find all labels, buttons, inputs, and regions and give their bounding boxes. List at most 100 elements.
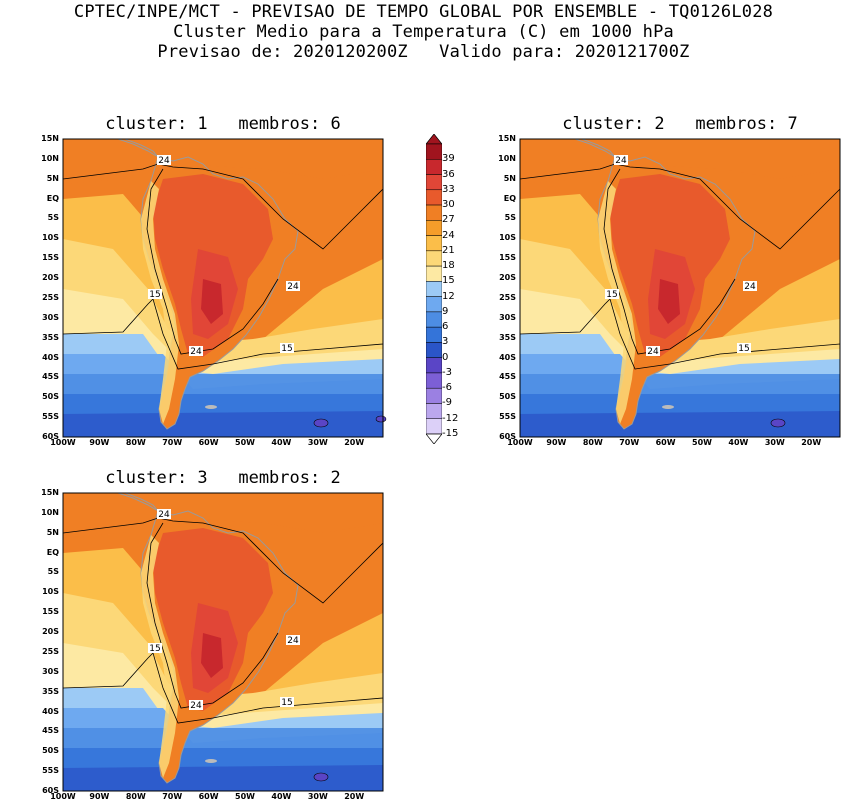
contour-label: 24 bbox=[158, 510, 170, 520]
lat-tick-label: 50S bbox=[42, 746, 59, 756]
lon-tick-label: 60W bbox=[655, 438, 676, 447]
lon-tick-label: 100W bbox=[50, 438, 76, 447]
lat-tick-label: 45S bbox=[42, 372, 59, 382]
lat-tick-label: 60S bbox=[499, 432, 516, 441]
temperature-map: 24 24 15 15 24 bbox=[62, 138, 387, 438]
contour-label: 24 bbox=[744, 282, 756, 292]
lon-tick-label: 90W bbox=[89, 792, 110, 801]
contour-label: 24 bbox=[615, 156, 627, 166]
lat-tick-label: 5S bbox=[47, 567, 59, 577]
colorbar-tick-label: 21 bbox=[442, 244, 455, 256]
lat-tick-label: 10N bbox=[41, 153, 59, 163]
temperature-colorbar: 39 36 33 30 27 24 21 18 15 12 9 6 3 0 -3 -6 -9 -12 -15 bbox=[425, 133, 496, 445]
lat-tick-label: 10N bbox=[498, 153, 516, 163]
lon-tick-label: 100W bbox=[507, 438, 533, 447]
contour-label: 15 bbox=[149, 290, 160, 300]
colorbar-tick-label: 36 bbox=[442, 168, 455, 180]
lon-tick-label: 30W bbox=[764, 438, 785, 447]
lon-tick-label: 50W bbox=[235, 438, 255, 447]
lat-tick-label: 15S bbox=[42, 253, 59, 263]
lat-tick-label: 15N bbox=[41, 134, 59, 143]
lat-tick-label: 15N bbox=[498, 134, 516, 143]
colorbar-tick-label: 24 bbox=[442, 229, 455, 241]
lat-tick-label: 35S bbox=[42, 686, 59, 696]
contour-label: 24 bbox=[287, 282, 299, 292]
lat-tick-label: 35S bbox=[499, 332, 516, 342]
lat-tick-label: EQ bbox=[503, 193, 516, 203]
lat-tick-label: 40S bbox=[42, 706, 59, 716]
colorbar-tick-label: 18 bbox=[442, 260, 455, 272]
lon-tick-label: 60W bbox=[198, 438, 219, 447]
colorbar-tick-label: -9 bbox=[442, 397, 452, 409]
lon-tick-label: 40W bbox=[271, 438, 292, 447]
colorbar-tick-label: -3 bbox=[442, 366, 452, 378]
lon-tick-label: 50W bbox=[692, 438, 712, 447]
colorbar-tick-label: 9 bbox=[442, 305, 449, 317]
lat-tick-label: 30S bbox=[42, 312, 59, 322]
lon-tick-label: 40W bbox=[271, 792, 292, 801]
lat-tick-label: 5S bbox=[504, 213, 516, 223]
lon-tick-label: 70W bbox=[162, 438, 183, 447]
lon-tick-label: 70W bbox=[162, 792, 183, 801]
lat-tick-label: 15S bbox=[42, 607, 59, 617]
lon-tick-label: 80W bbox=[125, 438, 146, 447]
lat-tick-label: 10S bbox=[499, 233, 516, 243]
lat-tick-label: 5N bbox=[46, 173, 59, 183]
lat-tick-label: 50S bbox=[42, 392, 59, 402]
lon-tick-label: 30W bbox=[307, 792, 328, 801]
contour-label: 24 bbox=[190, 701, 202, 711]
contour-label: 15 bbox=[281, 344, 292, 354]
panel-title-cluster-3: cluster: 3 membros: 2 bbox=[105, 468, 341, 488]
lat-tick-label: 10S bbox=[42, 233, 59, 243]
colorbar-tick-label: 12 bbox=[442, 290, 455, 302]
colorbar-tick-label: 0 bbox=[442, 351, 449, 363]
figure-title-line-1: CPTEC/INPE/MCT - PREVISAO DE TEMPO GLOBA… bbox=[73, 2, 774, 22]
colorbar-tick-label: 15 bbox=[442, 275, 455, 287]
lat-tick-label: 55S bbox=[42, 412, 59, 422]
lat-tick-label: 55S bbox=[42, 766, 59, 776]
lat-tick-label: 25S bbox=[42, 292, 59, 302]
lon-tick-label: 20W bbox=[344, 792, 365, 801]
panel-title-cluster-2: cluster: 2 membros: 7 bbox=[562, 114, 798, 134]
lon-tick-label: 50W bbox=[235, 792, 255, 801]
lat-tick-label: 5N bbox=[46, 527, 59, 537]
lat-tick-label: 5S bbox=[47, 213, 59, 223]
lon-tick-label: 60W bbox=[198, 792, 219, 801]
lat-tick-label: 20S bbox=[42, 273, 59, 283]
lat-tick-label: 20S bbox=[42, 627, 59, 637]
lat-tick-label: 45S bbox=[499, 372, 516, 382]
colorbar-tick-label: 6 bbox=[442, 321, 449, 333]
lat-tick-label: 25S bbox=[499, 292, 516, 302]
contour-label: 15 bbox=[606, 290, 617, 300]
lat-tick-label: 10S bbox=[42, 587, 59, 597]
lon-tick-label: 20W bbox=[801, 438, 822, 447]
lat-tick-label: EQ bbox=[46, 547, 59, 557]
lon-tick-label: 90W bbox=[89, 438, 110, 447]
figure-title-line-2: Cluster Medio para a Temperatura (C) em … bbox=[173, 22, 674, 42]
contour-label: 24 bbox=[287, 636, 299, 646]
colorbar-tick-label: -15 bbox=[442, 428, 459, 439]
lat-tick-label: 30S bbox=[499, 312, 516, 322]
colorbar-ramp bbox=[425, 133, 443, 445]
map-panel-cluster-2: 24 24 15 15 24 15N 10N 5N EQ 5S 10S 15S 20S 25S 30S 35S… bbox=[498, 134, 841, 447]
lat-tick-label: 10N bbox=[41, 507, 59, 517]
contour-label: 24 bbox=[158, 156, 170, 166]
lon-tick-label: 80W bbox=[125, 792, 146, 801]
colorbar-tick-label: 33 bbox=[442, 183, 455, 195]
contour-label: 15 bbox=[149, 644, 160, 654]
colorbar-tick-label: -12 bbox=[442, 412, 459, 424]
lat-tick-label: 60S bbox=[42, 432, 59, 441]
lat-tick-label: 30S bbox=[42, 666, 59, 676]
lat-tick-label: 45S bbox=[42, 726, 59, 736]
lat-tick-label: 60S bbox=[42, 786, 59, 795]
lat-tick-label: 5N bbox=[503, 173, 516, 183]
lat-tick-label: 15N bbox=[41, 488, 59, 497]
contour-label: 15 bbox=[738, 344, 749, 354]
panel-title-cluster-1: cluster: 1 membros: 6 bbox=[105, 114, 341, 134]
contour-label: 24 bbox=[647, 347, 659, 357]
map-panel-cluster-3: 24 24 15 15 24 15N 10N 5N EQ 5S 10S 15S 20S 25S 30S 35S… bbox=[41, 488, 384, 801]
figure-title-line-3: Previsao de: 2020120200Z Valido para: 20… bbox=[157, 42, 690, 62]
colorbar-tick-label: 39 bbox=[442, 153, 455, 165]
lon-tick-label: 30W bbox=[307, 438, 328, 447]
lon-tick-label: 20W bbox=[344, 438, 365, 447]
